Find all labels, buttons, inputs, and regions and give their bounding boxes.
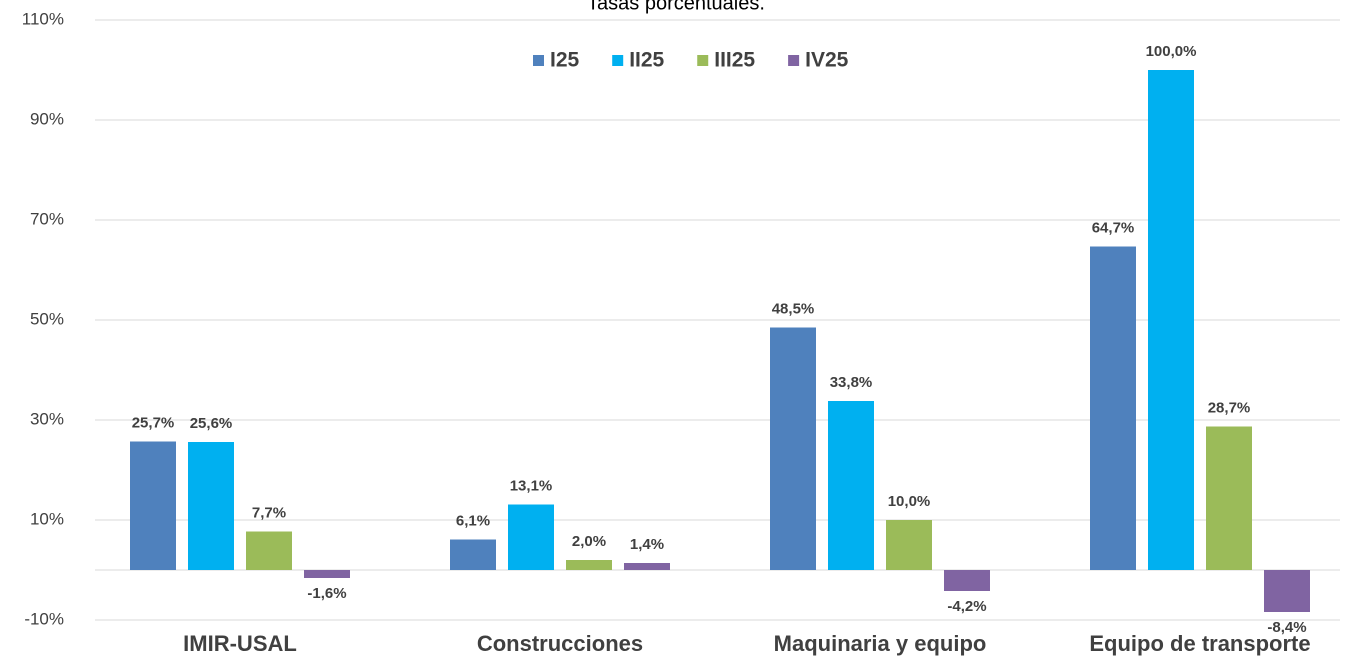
x-tick-label: Equipo de transporte [1089,631,1310,656]
legend-swatch [697,55,709,66]
value-label: -4,2% [947,598,986,615]
bar [130,441,176,570]
value-label: 1,4% [630,536,664,553]
legend-label: III25 [714,49,755,72]
value-label: 6,1% [456,512,490,529]
bar [188,442,234,570]
y-tick-label: 50% [30,309,64,328]
value-label: 13,1% [510,477,553,494]
bar [508,504,554,570]
bar [246,531,292,570]
bar [1206,426,1252,570]
legend-label: IV25 [805,49,849,72]
bar [828,401,874,570]
value-label: 33,8% [830,374,873,391]
value-label: -8,4% [1267,619,1306,636]
y-tick-label: -10% [24,609,64,628]
bar [624,563,670,570]
legend-swatch [612,55,624,66]
bar [1090,246,1136,570]
value-label: 2,0% [572,533,606,550]
bar [886,520,932,570]
bar [450,539,496,570]
bar [1148,70,1194,570]
bar [1264,570,1310,612]
y-tick-label: 30% [30,409,64,428]
bar [304,570,350,578]
bar [944,570,990,591]
x-tick-label: Maquinaria y equipo [774,631,987,656]
value-label: -1,6% [307,585,346,602]
bar [770,327,816,570]
value-label: 25,6% [190,415,233,432]
y-tick-label: 110% [22,9,64,28]
value-label: 28,7% [1208,399,1251,416]
value-label: 64,7% [1092,219,1135,236]
y-tick-label: 10% [30,509,64,528]
value-label: 100,0% [1146,43,1197,60]
bar [566,560,612,570]
legend-label: I25 [550,49,580,72]
value-label: 25,7% [132,414,175,431]
legend-swatch [788,55,800,66]
y-tick-label: 90% [30,109,64,128]
value-label: 48,5% [772,300,815,317]
x-tick-label: IMIR-USAL [183,631,297,656]
x-tick-label: Construcciones [477,631,643,656]
value-label: 7,7% [252,504,286,521]
legend-swatch [533,55,544,66]
chart-title: Tasas porcentuales. [587,0,765,14]
value-label: 10,0% [888,493,931,510]
y-tick-label: 70% [30,209,64,228]
legend-label: II25 [629,49,664,72]
